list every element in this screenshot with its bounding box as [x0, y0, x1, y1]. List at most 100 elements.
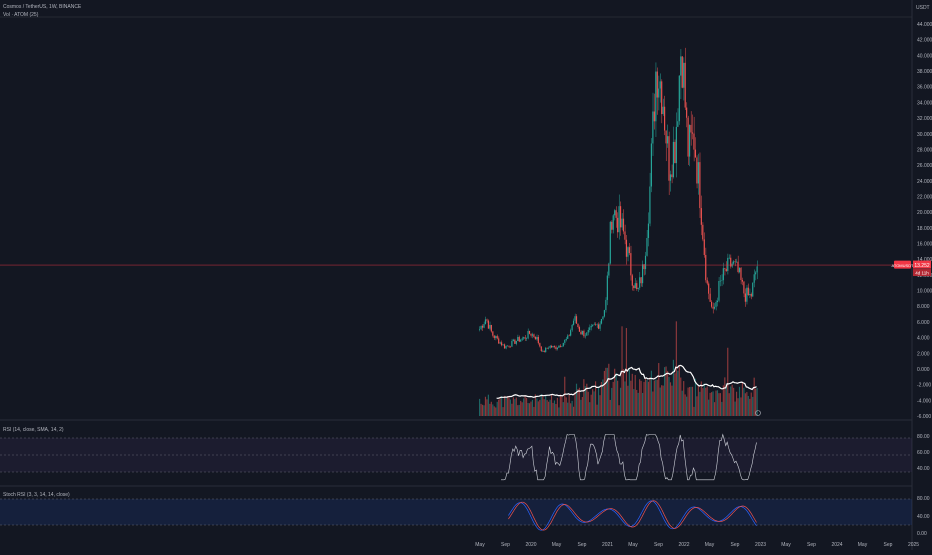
volume-bar	[534, 394, 536, 416]
price-tick-label: 24.000	[917, 179, 932, 185]
candle-body	[536, 336, 538, 340]
candle-body	[624, 231, 626, 240]
candle-body	[540, 346, 542, 352]
candle-body	[740, 267, 742, 281]
candle-body	[484, 319, 487, 324]
candle-body	[561, 346, 563, 347]
candle-body	[694, 149, 697, 158]
candle-body	[621, 218, 623, 228]
volume-bar	[672, 359, 675, 416]
volume-bar	[567, 402, 569, 416]
candle-body	[552, 345, 554, 348]
candle-body	[583, 330, 585, 337]
volume-bar	[555, 403, 557, 416]
volume-bar	[639, 379, 641, 416]
candle-body	[658, 88, 660, 98]
volume-bar	[586, 383, 588, 416]
candle-body	[596, 324, 598, 326]
volume-bar	[702, 388, 704, 416]
candle-body	[505, 346, 507, 349]
time-tick-label: Sep	[807, 542, 816, 548]
candle-body	[546, 347, 548, 349]
volume-bar	[523, 398, 525, 416]
volume-bar	[715, 390, 717, 416]
volume-bar	[608, 363, 610, 416]
volume-bar	[752, 396, 754, 416]
candle-body	[492, 331, 494, 336]
candle-body	[659, 81, 661, 89]
volume-bar	[609, 399, 611, 416]
volume-bar	[530, 401, 532, 416]
volume-bar	[570, 403, 572, 416]
volume-bar	[746, 392, 748, 416]
candle-body	[690, 124, 692, 133]
volume-bar	[540, 394, 542, 416]
candle-body	[612, 215, 614, 230]
stoch-band	[0, 499, 912, 525]
candle-body	[725, 269, 727, 271]
candle-body	[703, 239, 705, 256]
volume-bar	[712, 391, 714, 416]
candle-body	[499, 342, 501, 344]
candle-body	[719, 280, 721, 282]
volume-bar	[722, 385, 724, 416]
candle-body	[501, 342, 503, 346]
candle-body	[577, 323, 579, 328]
candle-body	[715, 302, 717, 307]
candle-body	[506, 345, 509, 347]
candle-body	[571, 324, 573, 331]
last-price-tag	[913, 260, 931, 269]
volume-bar	[584, 386, 586, 416]
candle-body	[655, 71, 657, 122]
volume-bar	[514, 399, 516, 416]
price-tick-label: 4.000	[917, 336, 930, 342]
volume-bar	[653, 380, 655, 416]
indicator-collapse-icon[interactable]	[755, 410, 761, 416]
volume-bar	[564, 376, 566, 416]
candle-body	[727, 257, 729, 271]
candle-body	[600, 319, 603, 324]
volume-bar	[627, 385, 629, 416]
candle-body	[666, 136, 669, 144]
rsi-legend[interactable]: RSI (14, close, SMA, 14, 2)	[3, 427, 64, 433]
candle-body	[503, 344, 506, 349]
candle-body	[649, 186, 651, 224]
time-tick-label: 2022	[678, 542, 689, 548]
volume-bar	[612, 381, 614, 416]
candle-body	[656, 71, 658, 98]
candle-body	[548, 347, 550, 349]
volume-bar	[669, 382, 672, 416]
candle-body	[495, 336, 497, 339]
volume-bar	[565, 397, 567, 416]
volume-bar	[518, 404, 520, 416]
candle-body	[575, 316, 578, 324]
stoch-tick-label: 40.00	[917, 514, 930, 520]
symbol-legend[interactable]: Cosmos / TetherUS, 1W, BINANCE	[3, 4, 82, 10]
time-tick-label: Sep	[884, 542, 893, 548]
stoch-rsi-legend[interactable]: Stoch RSI (3, 3, 14, 14, close)	[3, 492, 70, 498]
volume-bar	[614, 368, 616, 416]
candle-body	[668, 136, 670, 181]
volume-bar	[578, 387, 581, 416]
candle-body	[489, 324, 491, 329]
time-tick-label: 2024	[831, 542, 842, 548]
candle-body	[677, 121, 679, 127]
candle-body	[755, 272, 757, 275]
price-tick-label: -6.000	[917, 414, 931, 420]
rsi-line	[501, 433, 757, 481]
price-tick-label: 30.000	[917, 132, 932, 138]
candle-body	[511, 340, 513, 347]
candle-body	[652, 111, 654, 144]
candle-body	[686, 107, 688, 118]
volume-bar	[691, 386, 694, 416]
price-tick-label: 18.000	[917, 226, 932, 232]
volume-legend[interactable]: Vol · ATOM (25)	[3, 12, 39, 18]
candle-body	[553, 345, 556, 347]
volume-bar	[744, 393, 746, 416]
symbol-tag-label: ATOMUSDT	[891, 263, 914, 268]
candle-body	[722, 268, 724, 281]
candle-body	[549, 345, 551, 348]
price-tick-label: 20.000	[917, 210, 932, 216]
